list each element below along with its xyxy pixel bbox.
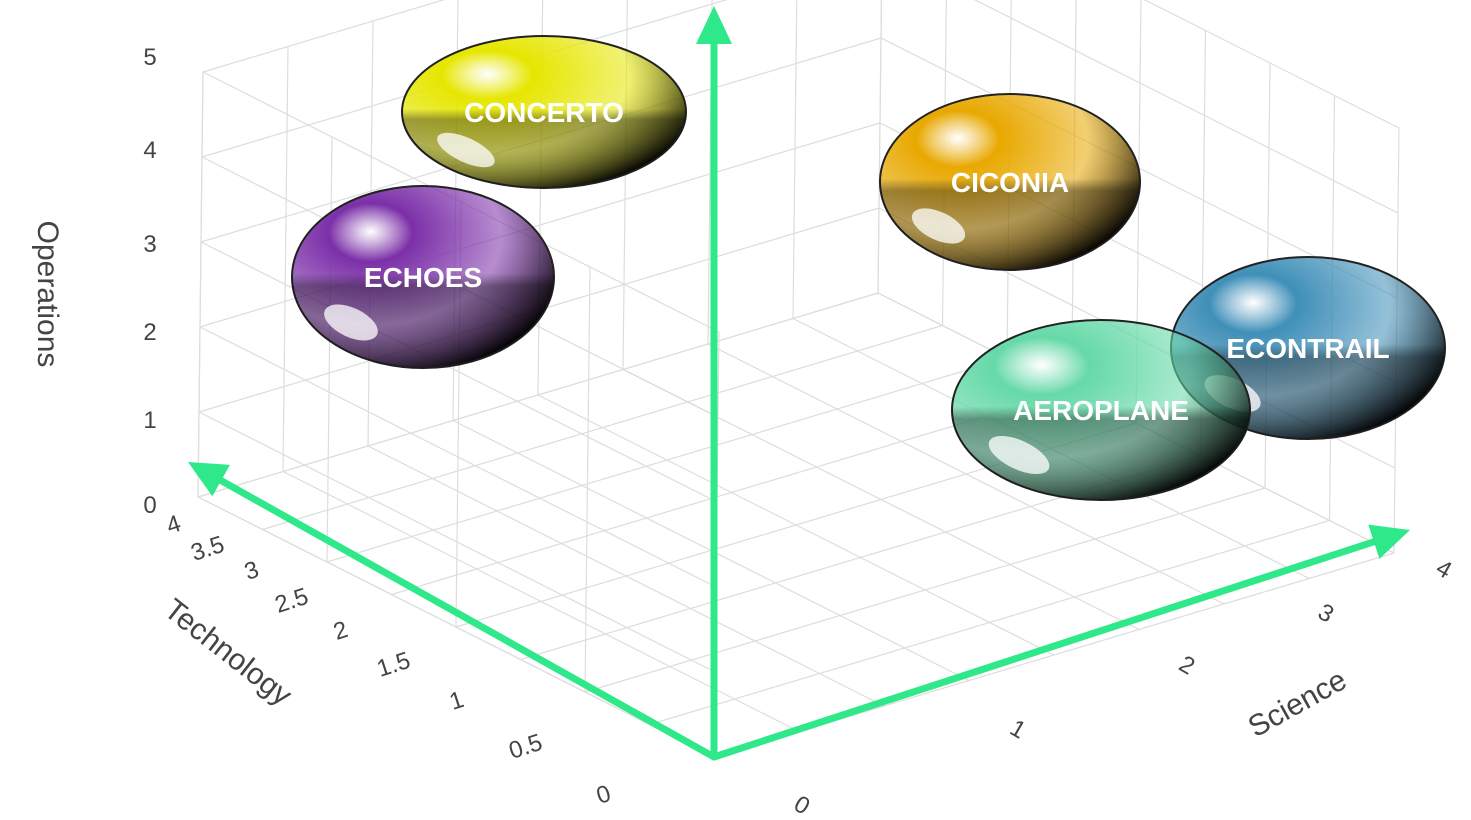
bubble-label: ECHOES	[364, 262, 482, 293]
bubble-label: CICONIA	[951, 167, 1069, 198]
technology-tick-label: 3	[241, 556, 262, 586]
bubble-label: AEROPLANE	[1013, 395, 1189, 426]
science-axis-title: Science	[1243, 663, 1352, 744]
operations-tick-label: 3	[143, 231, 156, 258]
technology-tick-label: 0	[593, 780, 614, 810]
technology-axis-arrow	[188, 462, 718, 761]
operations-tick-label: 2	[143, 319, 156, 346]
bubble-echoes: ECHOES	[291, 185, 555, 369]
bubble-label: CONCERTO	[464, 97, 624, 128]
science-tick-label: 4	[1431, 554, 1456, 584]
axis-arrows	[188, 6, 1410, 761]
bubbles: CONCERTO ECHOES CICONIA ECONTRAIL AEROPLANE	[291, 35, 1446, 501]
science-tick-label: 1	[1005, 714, 1030, 744]
bubble-label: ECONTRAIL	[1226, 333, 1389, 364]
science-axis-arrow	[710, 524, 1410, 761]
operations-axis-arrow	[696, 6, 732, 761]
technology-tick-label: 4	[163, 510, 184, 540]
technology-tick-label: 2.5	[272, 583, 312, 619]
operations-tick-label: 1	[143, 407, 156, 434]
bubble-aeroplane: AEROPLANE	[951, 319, 1251, 501]
operations-tick-label: 4	[143, 137, 156, 164]
science-tick-label: 2	[1174, 650, 1199, 680]
operations-axis-title: Operations	[31, 221, 64, 368]
technology-tick-label: 3.5	[188, 531, 228, 567]
science-tick-label: 0	[789, 790, 814, 820]
technology-tick-label: 1.5	[374, 647, 414, 683]
technology-tick-label: 2	[330, 616, 351, 646]
bubble-ciconia: CICONIA	[879, 93, 1141, 271]
science-tick-label: 3	[1313, 598, 1338, 628]
technology-tick-label: 1	[446, 686, 467, 716]
operations-tick-label: 0	[143, 492, 156, 519]
technology-tick-label: 0.5	[506, 729, 546, 765]
operations-tick-label: 5	[143, 44, 156, 71]
bubble-concerto: CONCERTO	[401, 35, 687, 189]
